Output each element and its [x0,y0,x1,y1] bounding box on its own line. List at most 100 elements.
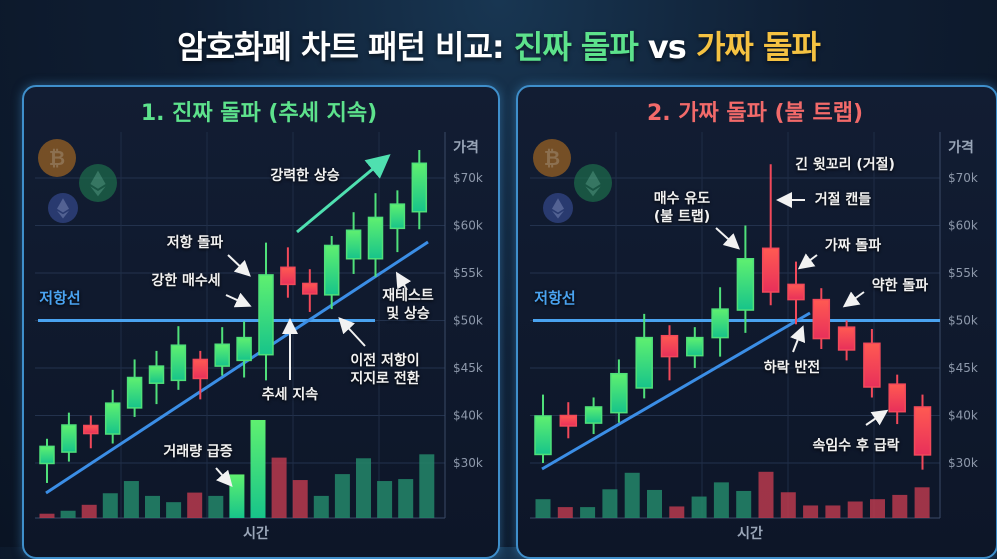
candle-body [83,424,99,435]
candle-bullish [323,235,340,310]
arrow-bull-trap [715,227,740,250]
volume-bar [557,507,573,518]
candle-bullish [61,412,77,462]
candle-body [302,282,318,295]
candle-bearish [837,320,856,361]
volume-bar [39,513,55,518]
candle-body [214,343,230,367]
candle-bullish [736,225,755,333]
candle-body [411,162,428,213]
volume-bar [123,481,139,518]
candle-body [888,383,906,413]
candle-bullish [148,350,165,405]
y-tick-label: $45k [453,361,483,375]
candle-body [61,424,77,453]
volume-bar [758,471,774,518]
volume-bar [691,496,707,518]
y-tick-label: $55k [948,266,978,280]
candle-body [660,334,679,358]
candle-body [323,244,340,296]
volume-bar [847,501,863,518]
y-tick-label: $45k [948,361,978,375]
ethereum-icon [48,193,78,223]
candle-body [686,336,704,357]
y-axis-label-left: 가격 [453,140,479,156]
annotation-support-flip: 이전 저항이 지지로 전환 [350,353,420,387]
title-prefix: 암호화폐 차트 패턴 비교: [177,28,514,66]
arrow-support-flip [338,317,366,347]
candle-bullish [411,149,428,230]
candle-bearish [660,325,679,381]
resistance-label-right: 저항선 [534,289,576,307]
annotation-strong-buying: 강한 매수세 [151,273,221,289]
y-tick-label: $60k [453,219,483,233]
candle-body [389,203,406,230]
volume-bar [669,506,685,518]
candle-body [584,406,603,424]
volume-bar [602,489,618,518]
arrow-fake-breakout [797,253,818,270]
annotation-trend-continue: 추세 지속 [261,387,319,403]
annotation-volume-spike: 거래량 급증 [163,444,233,460]
trend-line [45,240,429,495]
candle-bearish [913,394,932,470]
candle-bullish [126,359,143,417]
volume-bar [914,487,930,518]
candle-bullish [635,313,653,399]
volume-bar [419,454,435,518]
candle-body [913,406,932,456]
arrow-retest [395,271,412,291]
y-tick-label: $40k [948,409,978,423]
candle-body [345,229,362,260]
candle-bearish [863,329,881,398]
bitcoin-icon: ₿ [533,139,571,177]
annotation-bull-trap: 매수 유도 (불 트랩) [653,191,711,225]
volume-bar [271,457,287,518]
annotation-strong-rise: 강력한 상승 [270,168,340,184]
candle-bullish [345,212,362,274]
svg-text:₿: ₿ [544,146,560,170]
candle-body [192,358,209,380]
volume-bar [624,472,640,518]
y-axis-label-right: 가격 [948,140,974,156]
candle-body [787,283,805,301]
arrow-dump [865,409,889,426]
ethereum-icon [543,193,573,223]
arrow-strong-buying [225,292,252,308]
x-axis-label-left: 시간 [243,526,269,542]
arrow-volume-spike [215,467,233,488]
y-tick-label: $30k [453,456,483,470]
candle-bearish [888,374,906,425]
arrow-breakout [227,254,251,277]
candle-bullish [534,394,552,463]
volume-bar [60,510,76,518]
candle-body [367,216,384,260]
candle-bullish [170,326,187,390]
trend-line [541,311,811,471]
candle-body [635,336,653,389]
annotation-long-wick: 긴 윗꼬리 (거절) [795,157,895,173]
x-axis-label-right: 시간 [737,526,763,542]
candle-body [559,414,578,427]
volume-bar [166,502,182,518]
candle-bearish [83,415,99,449]
candle-bearish [761,164,780,306]
title-fake-breakout: 가짜 돌파 [695,28,821,66]
candle-bullish [584,397,603,435]
annotation-dump: 속임수 후 급락 [812,438,900,454]
arrow-reversal [790,325,806,353]
volume-bar [229,474,245,518]
annotation-reversal: 하락 반전 [763,360,821,376]
volume-bar [334,474,350,518]
candle-bearish [192,350,209,400]
candle-bullish [104,389,121,444]
annotation-retest: 재테스트 및 상승 [382,288,434,322]
page-title: 암호화폐 차트 패턴 비교: 진짜 돌파 vs 가짜 돌파 [0,22,997,68]
candle-bearish [812,288,831,349]
annotation-reject-candle: 거절 캔들 [814,192,872,208]
volume-bar [292,480,308,518]
candle-body [236,336,252,362]
bitcoin-icon: ₿ [38,139,76,177]
candle-body [258,274,274,356]
candle-bullish [236,321,252,378]
